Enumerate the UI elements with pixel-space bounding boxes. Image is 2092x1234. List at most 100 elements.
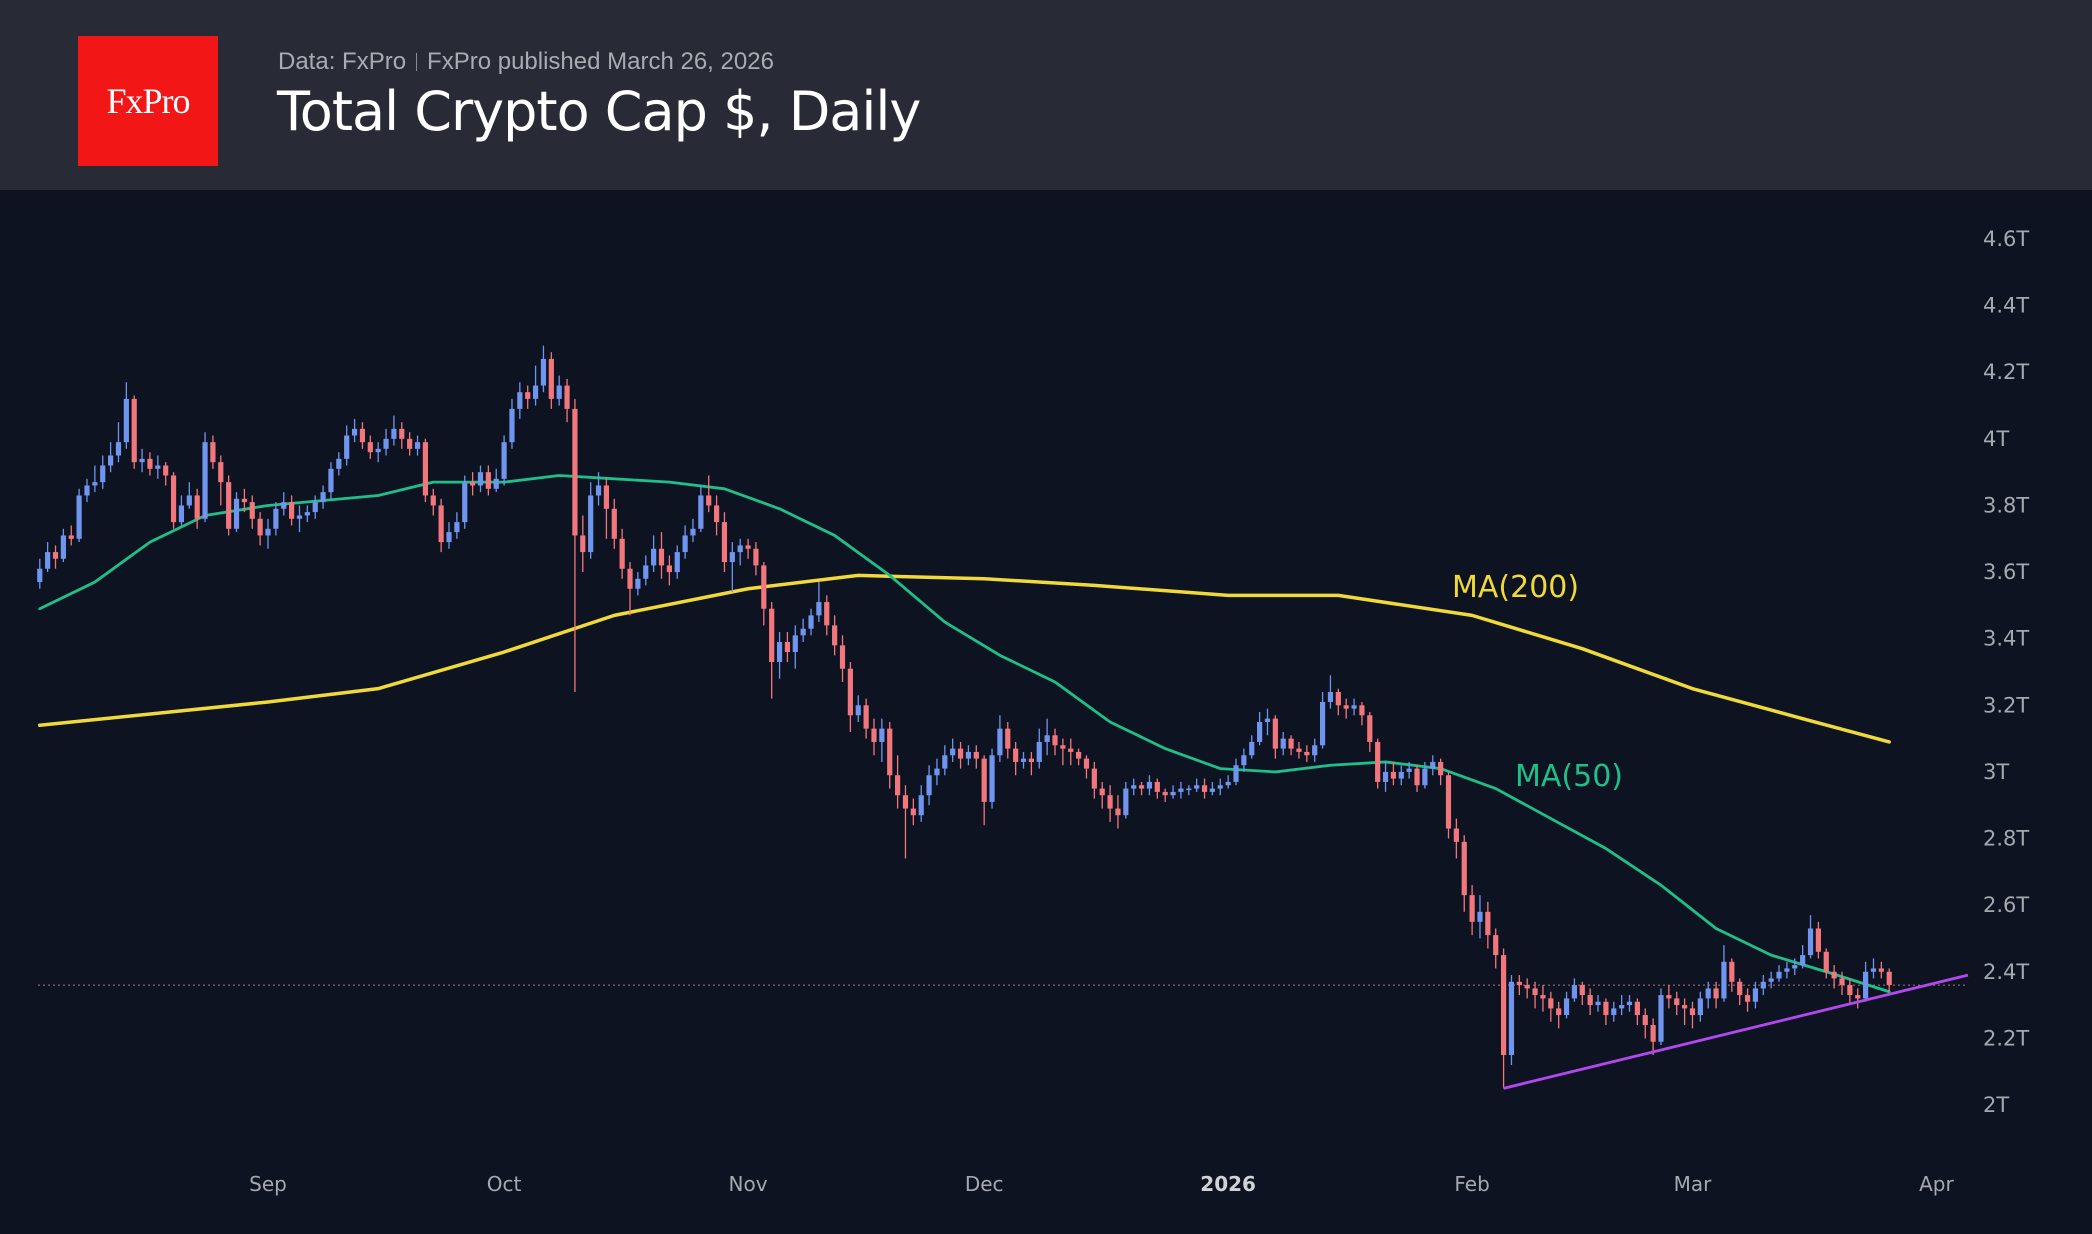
candle-body	[1807, 928, 1814, 956]
candle-body	[580, 535, 586, 553]
candle	[399, 422, 405, 449]
candle	[737, 538, 743, 566]
candle	[824, 595, 830, 636]
candle-body	[1414, 768, 1420, 786]
candle-body	[351, 428, 358, 436]
candle-body	[92, 482, 98, 486]
candle-body	[847, 668, 853, 716]
candle	[1760, 975, 1766, 996]
candle-body	[713, 505, 720, 523]
y-tick-label: 2T	[1983, 1093, 2009, 1117]
candle-body	[1162, 791, 1168, 796]
candle	[359, 422, 366, 449]
candle	[1729, 958, 1735, 992]
candle	[965, 745, 972, 766]
candle	[595, 472, 602, 506]
candle-body	[1752, 988, 1759, 1002]
candle-body	[1107, 795, 1113, 809]
candle-body	[1634, 1001, 1640, 1016]
candlestick-chart: 4.6T 4.4T 4.2T 4T 3.8T 3.6T 3.4T 3.2T 3T 2.8T 2.6T…	[37, 227, 2029, 1196]
candle-body	[296, 515, 303, 519]
candle	[1611, 1001, 1617, 1022]
candle-body	[540, 358, 547, 386]
candle-body	[446, 532, 452, 543]
ma200-line	[38, 573, 1891, 744]
candle	[1146, 775, 1153, 796]
candle	[1815, 921, 1821, 959]
candle	[619, 528, 625, 579]
candle-body	[320, 492, 326, 503]
candle	[1036, 728, 1042, 769]
candle-body	[1272, 718, 1278, 749]
candle	[1138, 781, 1145, 796]
logo-text: FxPro	[106, 81, 190, 121]
candle	[493, 468, 499, 493]
candle	[1847, 978, 1853, 1006]
x-tick-label: Feb	[1454, 1172, 1489, 1196]
candle	[470, 472, 476, 496]
candle-body	[784, 642, 791, 653]
candle	[674, 545, 680, 579]
candle-body	[1611, 1008, 1617, 1016]
y-tick-label: 3.2T	[1983, 693, 2029, 717]
candle	[1280, 731, 1286, 756]
candle	[1737, 978, 1743, 1006]
candle	[517, 382, 523, 419]
candle	[68, 525, 74, 546]
candle-body	[1516, 981, 1522, 986]
candle-body	[1005, 728, 1011, 749]
candle	[336, 452, 342, 476]
candle-body	[619, 538, 625, 569]
candle-body	[1304, 751, 1310, 756]
candle	[910, 798, 916, 826]
candle-body	[115, 442, 122, 456]
candle	[666, 555, 672, 586]
candle	[1178, 781, 1184, 799]
candle	[123, 382, 129, 449]
candle	[706, 475, 712, 513]
candle	[1217, 778, 1223, 796]
candle-body	[1028, 758, 1034, 762]
candle	[1233, 758, 1239, 786]
candle-body	[202, 442, 208, 519]
candle-body	[887, 728, 893, 776]
candle	[1461, 835, 1467, 912]
candle-body	[761, 565, 767, 609]
candle	[407, 432, 413, 456]
separator	[416, 53, 418, 71]
candle-body	[1666, 995, 1672, 999]
candle	[501, 435, 507, 486]
candle	[45, 542, 51, 573]
candle-body	[1831, 971, 1837, 979]
candle-body	[430, 495, 436, 506]
chart-title: Total Crypto Cap $, Daily	[277, 80, 921, 143]
fxpro-logo: FxPro	[78, 36, 218, 166]
candle-body	[926, 775, 932, 796]
candle-body	[509, 408, 515, 443]
candle-body	[1209, 788, 1215, 792]
x-tick-label: Oct	[487, 1172, 522, 1196]
candle	[249, 495, 255, 529]
candle	[1005, 721, 1011, 759]
candle-body	[462, 482, 468, 523]
candle-body	[595, 485, 602, 496]
candle-body	[737, 545, 743, 553]
candle	[556, 375, 562, 406]
candle	[1414, 765, 1420, 792]
candle-body	[753, 548, 759, 566]
candle-body	[1115, 808, 1121, 816]
candle-body	[603, 485, 610, 509]
candle-body	[131, 398, 137, 463]
candle	[1390, 761, 1397, 786]
candle-body	[1548, 998, 1554, 1009]
candle-body	[1870, 968, 1877, 972]
candle-body	[1044, 735, 1050, 742]
candle	[1721, 945, 1727, 1002]
candle	[1367, 711, 1373, 752]
candle	[1516, 975, 1522, 996]
candle	[603, 478, 610, 539]
candle-body	[1076, 751, 1082, 759]
candle-body	[698, 495, 704, 529]
candle-body	[950, 748, 956, 756]
candle	[1272, 715, 1278, 759]
